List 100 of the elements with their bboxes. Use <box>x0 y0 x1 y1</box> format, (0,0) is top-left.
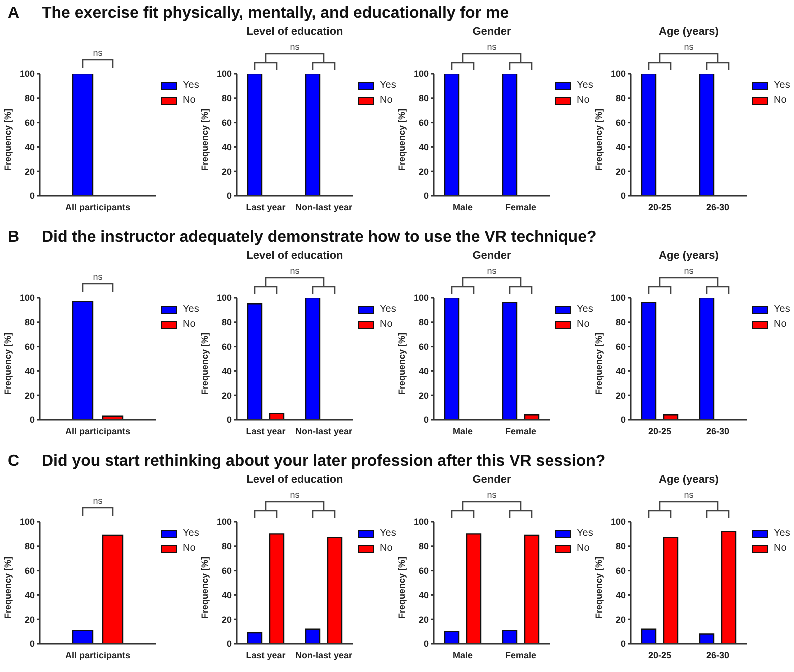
chart-title: Age (years) <box>658 474 720 486</box>
y-tick-label: 100 <box>610 293 626 304</box>
bar <box>502 302 518 420</box>
chart-title: Gender <box>472 250 512 262</box>
legend-label: No <box>183 543 196 554</box>
y-axis-title: Frequency [%] <box>200 332 210 395</box>
chart-title: Age (years) <box>658 250 720 262</box>
legend-label: No <box>577 543 590 554</box>
chart-title: Level of education <box>246 474 344 486</box>
legend-label: No <box>380 95 393 106</box>
y-tick-label: 80 <box>222 318 232 328</box>
y-tick-label: 40 <box>24 366 35 376</box>
y-tick-label: 80 <box>222 94 232 104</box>
y-tick-label: 20 <box>418 166 429 177</box>
y-tick-label: 0 <box>620 415 626 426</box>
bar <box>247 632 263 644</box>
text: Did the instructor adequately demonstrate how to use the VR technique? <box>42 229 597 247</box>
y-tick-label: 20 <box>24 390 35 401</box>
text: ns <box>290 42 300 52</box>
y-tick-label: 40 <box>418 590 429 600</box>
legend-label: No <box>577 319 590 330</box>
x-tick-label: 26-30 <box>706 202 730 212</box>
x-tick-label: Female <box>505 650 537 660</box>
y-tick-label: 20 <box>616 614 626 625</box>
bar <box>699 298 715 420</box>
y-tick-label: 0 <box>424 415 429 426</box>
text: ns <box>684 490 694 500</box>
y-tick-label: 40 <box>24 142 35 152</box>
y-axis-title: Frequency [%] <box>594 556 604 619</box>
y-tick-label: 60 <box>222 566 232 576</box>
text: Did you start rethinking about your later profession after this VR session? <box>42 453 606 471</box>
bar <box>269 534 285 644</box>
bar <box>641 628 657 644</box>
bar <box>524 534 540 644</box>
y-tick-label: 20 <box>616 390 626 401</box>
y-axis-title: Frequency [%] <box>397 556 408 619</box>
y-tick-label: 20 <box>222 614 232 625</box>
text: ns <box>487 490 498 500</box>
y-axis-title: Frequency [%] <box>3 556 14 619</box>
legend-label: No <box>774 95 787 106</box>
y-tick-label: 20 <box>222 166 232 177</box>
legend-label: No <box>380 543 393 554</box>
y-axis-title: Frequency [%] <box>594 108 604 171</box>
bar <box>269 413 285 420</box>
y-tick-label: 40 <box>616 366 626 376</box>
text: A <box>8 5 21 23</box>
y-tick-label: 60 <box>418 118 429 128</box>
y-tick-label: 80 <box>24 542 35 552</box>
legend-label: Yes <box>774 528 790 539</box>
x-tick-label: Last year <box>246 650 286 660</box>
y-tick-label: 80 <box>222 542 232 552</box>
y-tick-label: 80 <box>418 318 429 328</box>
legend-label: Yes <box>183 528 200 539</box>
x-tick-label: Male <box>452 426 474 436</box>
y-tick-label: 60 <box>222 342 232 352</box>
y-tick-label: 60 <box>418 566 429 576</box>
y-tick-label: 40 <box>222 366 232 376</box>
y-axis-title: Frequency [%] <box>3 108 14 171</box>
legend-label: Yes <box>774 80 790 91</box>
y-axis-title: Frequency [%] <box>200 108 210 171</box>
bar <box>444 631 460 644</box>
text: ns <box>487 42 498 52</box>
bar <box>444 298 460 420</box>
y-tick-label: 80 <box>616 94 626 104</box>
legend-label: No <box>774 543 787 554</box>
text: ns <box>93 272 104 282</box>
legend-label: Yes <box>380 528 396 539</box>
chart-title: Level of education <box>246 26 344 38</box>
text: C <box>8 453 21 471</box>
y-tick-label: 80 <box>24 94 35 104</box>
bar <box>305 298 321 420</box>
x-tick-label: Last year <box>246 426 286 436</box>
y-tick-label: 100 <box>20 69 35 80</box>
legend-label: Yes <box>183 80 200 91</box>
y-tick-label: 40 <box>222 590 232 600</box>
y-tick-label: 100 <box>610 69 626 80</box>
y-tick-label: 20 <box>616 166 626 177</box>
y-tick-label: 40 <box>616 590 626 600</box>
bar <box>721 531 737 644</box>
chart-title: Gender <box>472 474 512 486</box>
y-tick-label: 60 <box>418 342 429 352</box>
legend-label: Yes <box>577 304 594 315</box>
y-tick-label: 80 <box>418 94 429 104</box>
legend-label: Yes <box>577 528 594 539</box>
text: ns <box>290 266 300 276</box>
y-axis-title: Frequency [%] <box>594 332 604 395</box>
text: The exercise fit physically, mentally, and educationally for me <box>42 5 510 23</box>
x-tick-label: 26-30 <box>706 426 730 436</box>
x-tick-label: Female <box>505 426 537 436</box>
y-tick-label: 100 <box>216 517 232 528</box>
y-tick-label: 20 <box>222 390 232 401</box>
x-tick-label: Last year <box>246 202 286 212</box>
x-tick-label: All participants <box>65 426 131 436</box>
y-tick-label: 20 <box>418 390 429 401</box>
legend-label: No <box>774 319 787 330</box>
legend-label: Yes <box>380 304 396 315</box>
y-tick-label: 60 <box>616 118 626 128</box>
y-tick-label: 80 <box>418 542 429 552</box>
text: B <box>8 229 21 247</box>
y-tick-label: 100 <box>20 293 35 304</box>
